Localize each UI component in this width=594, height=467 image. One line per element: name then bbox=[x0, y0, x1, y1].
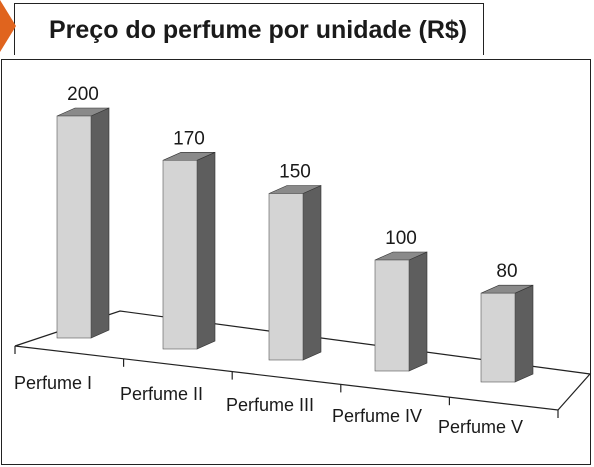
bar-side-face bbox=[408, 251, 428, 372]
title-accent-marker bbox=[0, 0, 16, 52]
data-label: 200 bbox=[67, 84, 99, 105]
category-label: Perfume IV bbox=[332, 406, 422, 426]
category-label: Perfume V bbox=[438, 417, 523, 437]
category-label: Perfume I bbox=[14, 373, 92, 393]
bar bbox=[480, 292, 516, 383]
category-label: Perfume II bbox=[120, 384, 203, 404]
data-label: 170 bbox=[173, 128, 205, 149]
bar-side-face bbox=[90, 107, 110, 339]
chart-frame bbox=[1, 59, 591, 465]
bar bbox=[162, 160, 198, 350]
bar bbox=[374, 259, 410, 372]
data-label: 80 bbox=[496, 261, 517, 282]
bar bbox=[56, 115, 92, 339]
bar-side-face bbox=[302, 185, 322, 361]
bar bbox=[268, 193, 304, 361]
data-label: 100 bbox=[385, 228, 417, 249]
bar-side-face bbox=[196, 151, 216, 350]
data-label: 150 bbox=[279, 162, 311, 183]
category-label: Perfume III bbox=[226, 395, 314, 415]
chart-title: Preço do perfume por unidade (R$) bbox=[49, 16, 468, 44]
bar-side-face bbox=[514, 284, 534, 383]
